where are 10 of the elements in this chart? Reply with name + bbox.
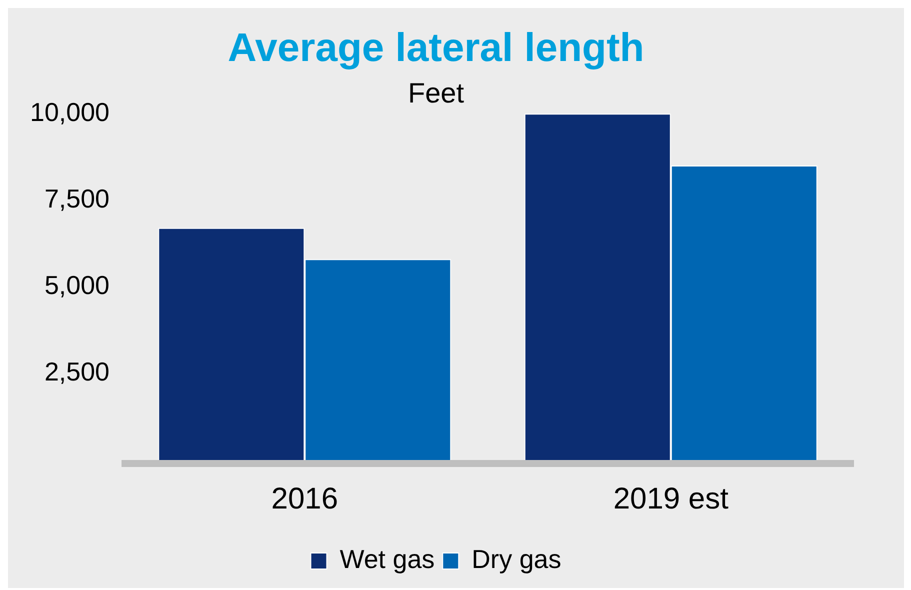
y-tick-label: 2,500 <box>44 356 110 387</box>
y-tick-label: 10,000 <box>30 96 110 127</box>
x-tick-label: 2016 <box>271 482 338 516</box>
x-tick-label: 2019 est <box>613 482 730 516</box>
chart-title: Average lateral length <box>228 26 644 70</box>
legend-label: Wet gas <box>340 544 435 574</box>
y-tick-label: 5,000 <box>44 270 110 300</box>
y-tick-label: 7,500 <box>44 183 110 214</box>
legend-label: Dry gas <box>472 544 562 574</box>
chart-subtitle: Feet <box>408 78 464 109</box>
